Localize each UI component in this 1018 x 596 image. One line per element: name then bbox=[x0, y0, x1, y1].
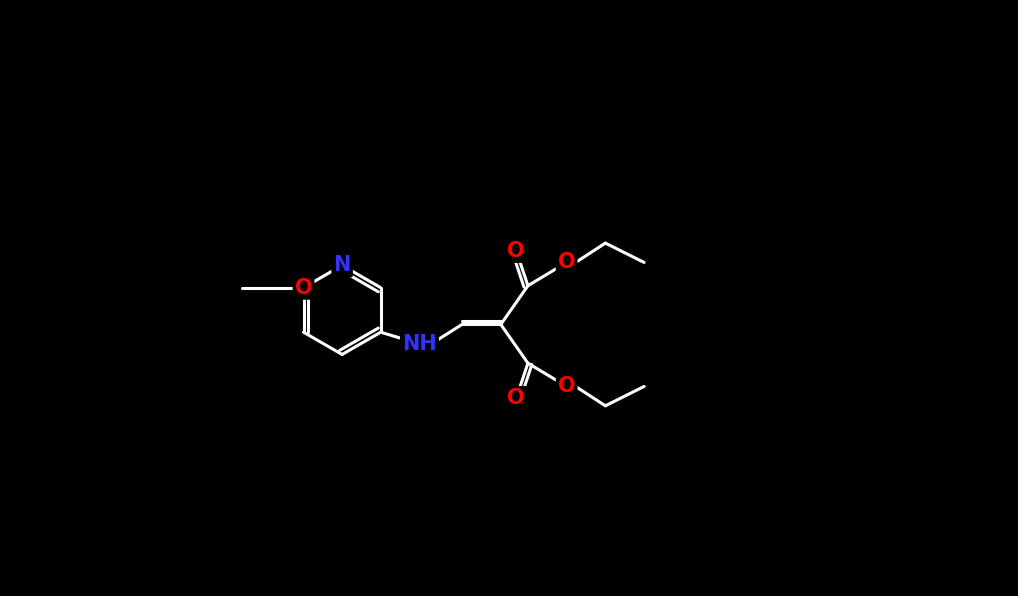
Text: O: O bbox=[558, 377, 575, 396]
Text: N: N bbox=[334, 255, 351, 275]
Text: O: O bbox=[558, 253, 575, 272]
Text: O: O bbox=[295, 278, 313, 297]
Text: O: O bbox=[508, 388, 525, 408]
Text: NH: NH bbox=[402, 334, 437, 354]
Text: O: O bbox=[508, 241, 525, 261]
